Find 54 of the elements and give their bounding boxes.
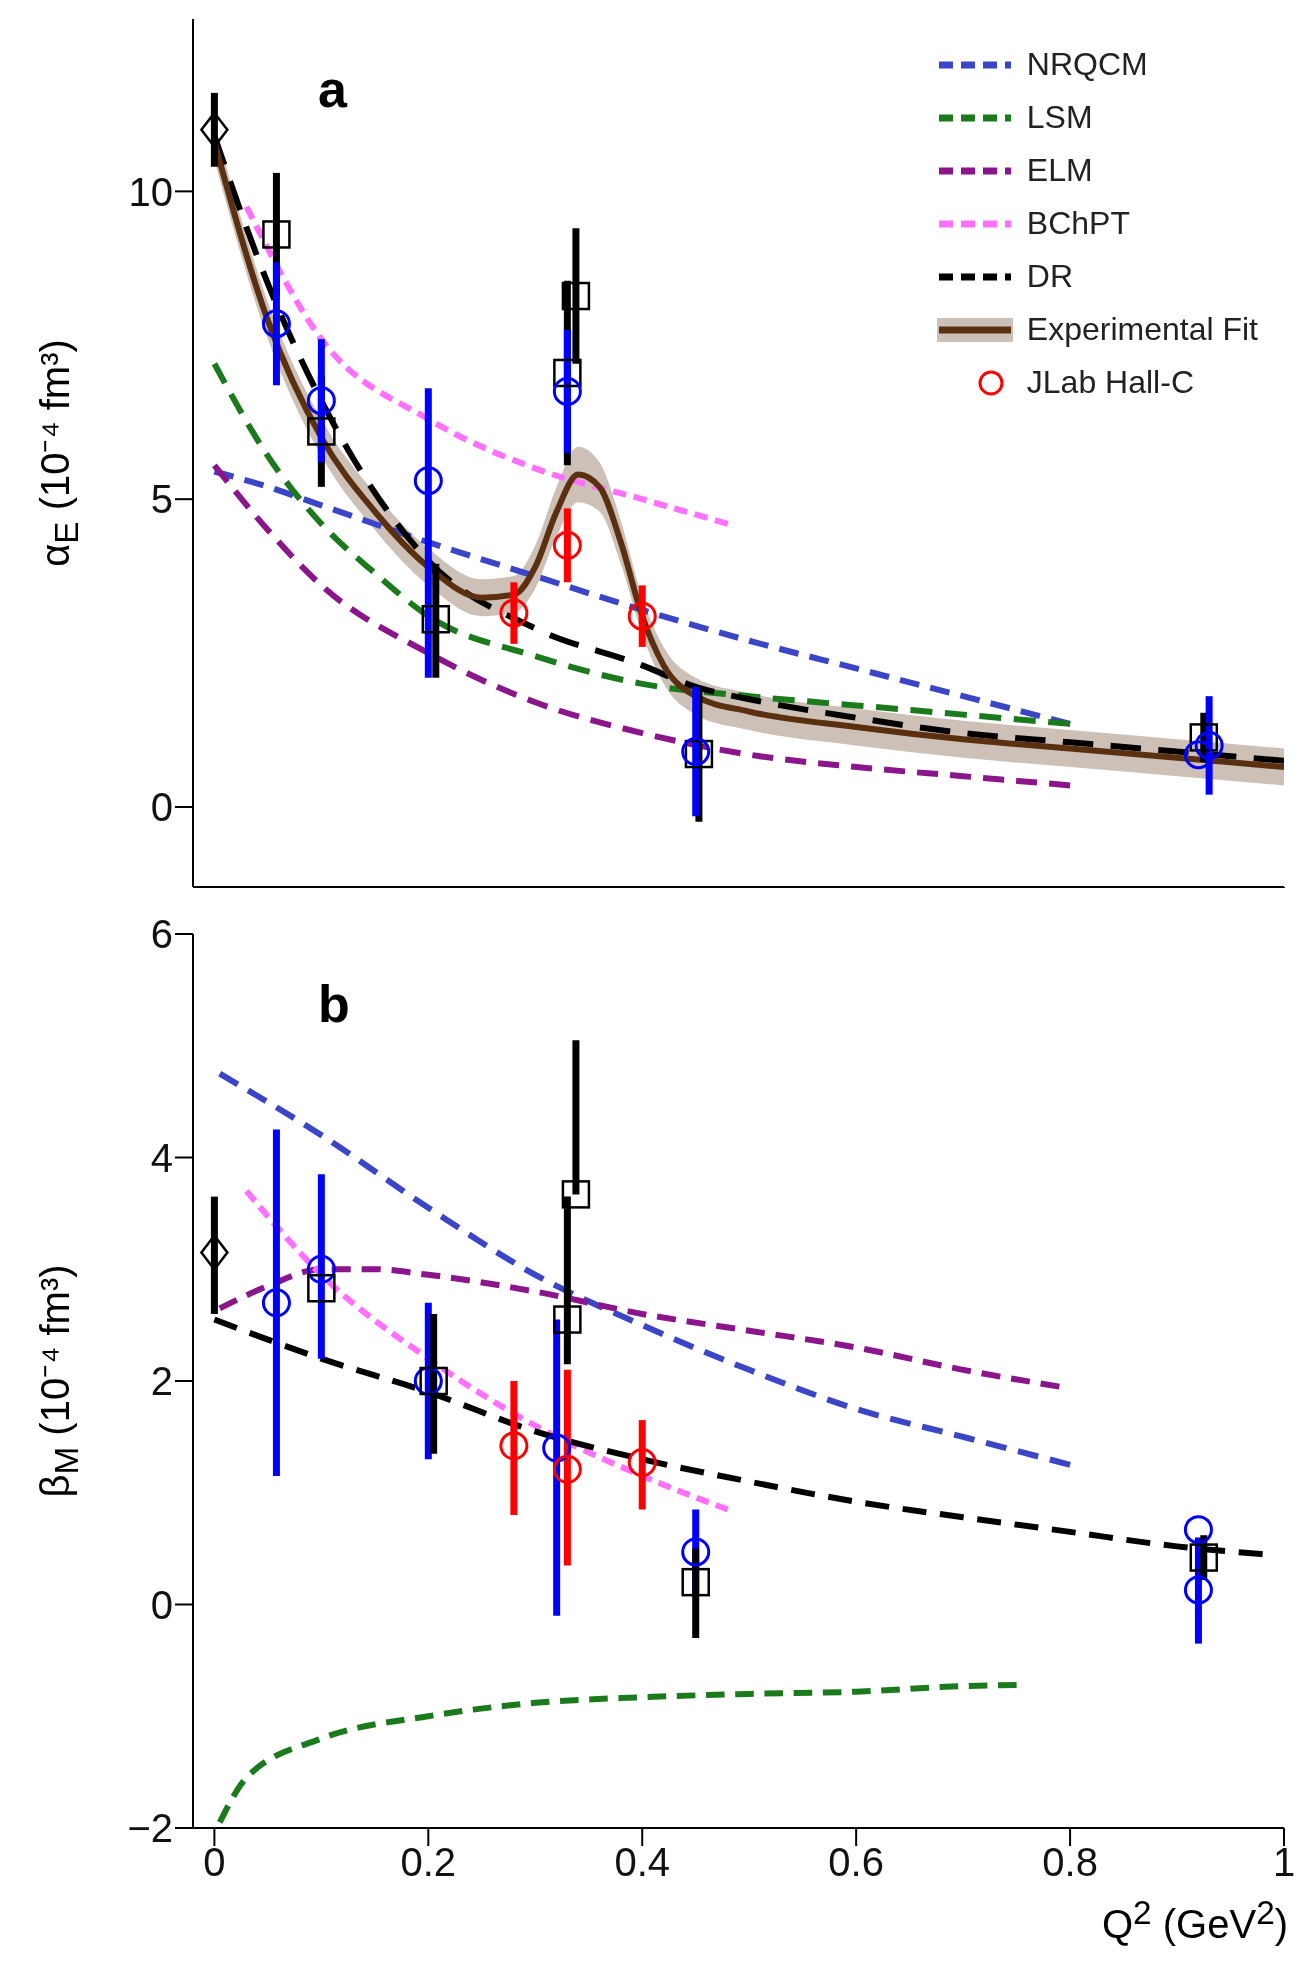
point	[681, 1567, 710, 1597]
x-tick-label: 0	[203, 1840, 226, 1885]
point	[419, 1366, 448, 1396]
point	[1183, 1515, 1213, 1545]
legend-label: Experimental Fit	[1026, 311, 1258, 348]
point	[553, 1305, 582, 1334]
point	[499, 598, 529, 628]
annotation: b	[318, 974, 350, 1034]
point	[553, 358, 582, 388]
point	[306, 386, 336, 416]
x-tick-label: 0.2	[400, 1840, 457, 1885]
point	[262, 220, 291, 249]
point	[261, 1288, 291, 1318]
point	[1189, 1543, 1219, 1572]
point	[307, 417, 336, 446]
point	[627, 601, 657, 631]
legend-label: NRQCM	[1026, 46, 1148, 83]
point	[1194, 730, 1224, 760]
point	[561, 1180, 591, 1209]
point	[200, 1234, 229, 1271]
x-tick-label: 0.6	[828, 1840, 884, 1885]
y-tick-label: −2	[127, 1806, 173, 1851]
legend-label: LSM	[1026, 99, 1093, 136]
point	[499, 1431, 529, 1461]
legend-label: DR	[1026, 258, 1074, 295]
y-tick-label: 10	[128, 169, 173, 214]
point	[542, 1433, 572, 1463]
annotation: a	[318, 59, 347, 119]
y-tick-label: 6	[150, 912, 173, 957]
y-tick-label: 0	[150, 1582, 173, 1627]
legend-label: JLab Hall-C	[1026, 364, 1194, 401]
x-tick-label: 0.4	[614, 1840, 671, 1885]
x-tick-label: 0.8	[1042, 1840, 1098, 1885]
y-tick-label: 2	[150, 1359, 173, 1404]
y-tick-label: 0	[150, 785, 173, 830]
point	[552, 376, 582, 406]
point	[421, 604, 451, 634]
legend-label: BChPT	[1026, 205, 1130, 242]
point	[627, 1448, 657, 1478]
legend-label: ELM	[1026, 152, 1093, 189]
point	[552, 530, 582, 560]
point	[413, 466, 443, 496]
x-tick-label: 1	[1272, 1840, 1296, 1885]
point	[1183, 1575, 1213, 1605]
point	[306, 1254, 336, 1284]
x-axis-title: Q$^{2}$ (GeV$^{2}$)	[1101, 1894, 1288, 1948]
point	[261, 309, 291, 339]
y-tick-label: 4	[150, 1135, 173, 1180]
point	[552, 1454, 582, 1484]
point	[1183, 740, 1213, 770]
point	[307, 1274, 336, 1303]
point	[561, 281, 591, 311]
y-tick-label: 5	[150, 477, 173, 522]
point	[681, 1537, 711, 1567]
